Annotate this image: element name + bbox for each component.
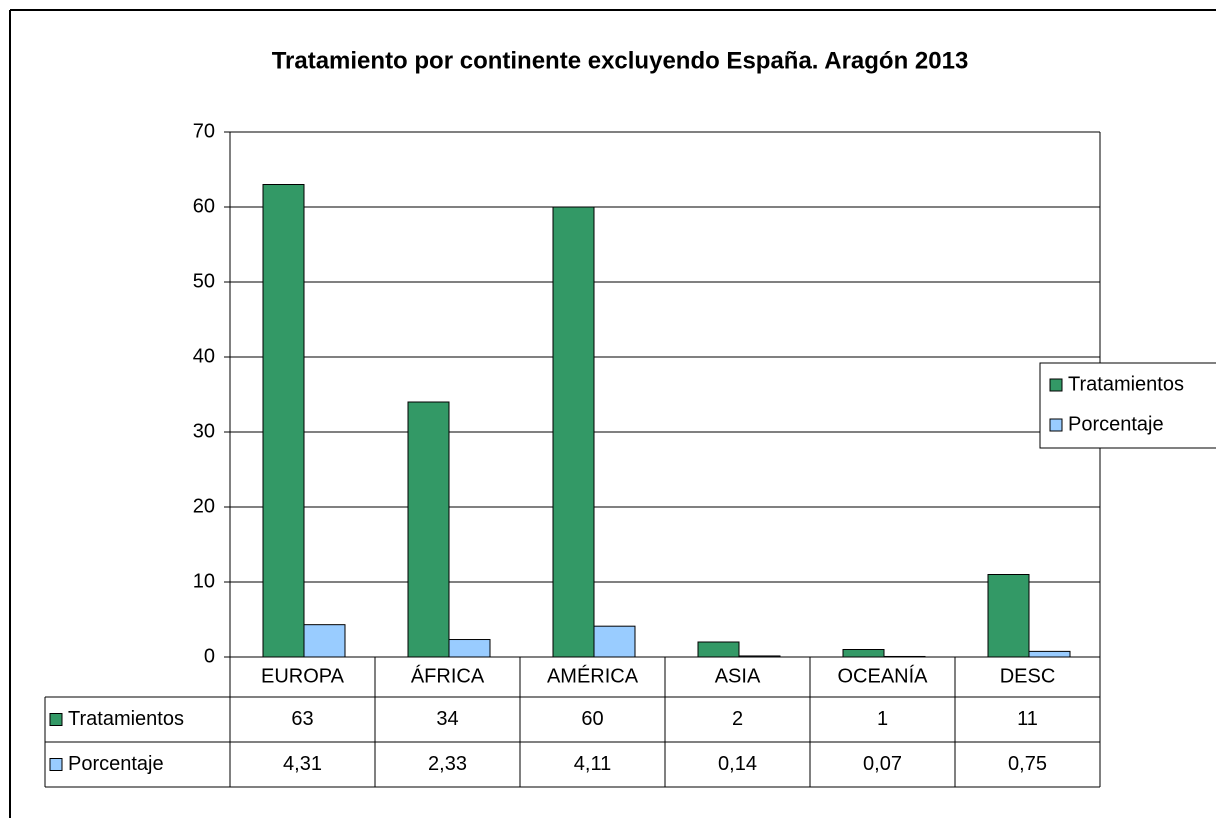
table-cell: 0,14 [718, 753, 757, 775]
bar [883, 655, 926, 658]
legend-box [1039, 362, 1216, 449]
bar [697, 641, 740, 658]
y-tick-label: 20 [193, 495, 215, 517]
table-legend-marker [49, 713, 63, 726]
y-tick-label: 30 [193, 420, 215, 442]
chart-title: Tratamiento por continente excluyendo Es… [272, 47, 969, 74]
legend-label: Porcentaje [1068, 413, 1164, 435]
y-tick-label: 70 [193, 120, 215, 142]
x-tick-label: DESC [1000, 665, 1056, 687]
table-cell: 2,33 [428, 753, 467, 775]
bar [448, 639, 491, 658]
bar [1028, 650, 1071, 658]
table-cell: 4,11 [574, 753, 611, 775]
table-row-label: Tratamientos [68, 708, 184, 730]
bar [262, 184, 305, 658]
x-tick-label: EUROPA [261, 665, 345, 687]
table-cell: 0,75 [1008, 753, 1047, 775]
bar [738, 655, 781, 658]
y-tick-label: 0 [204, 645, 215, 667]
table-cell: 1 [877, 708, 888, 730]
table-cell: 4,31 [283, 753, 322, 775]
bar [987, 574, 1030, 658]
y-tick-label: 60 [193, 195, 215, 217]
table-row-label: Porcentaje [68, 753, 164, 775]
y-tick-label: 40 [193, 345, 215, 367]
bar [593, 625, 636, 658]
table-legend-marker [49, 758, 63, 771]
bar [407, 401, 450, 658]
table-cell: 60 [581, 708, 603, 730]
table-cell: 63 [291, 708, 313, 730]
table-cell: 2 [732, 708, 743, 730]
bar [552, 206, 595, 658]
legend-marker [1049, 378, 1063, 392]
legend-label: Tratamientos [1068, 373, 1184, 395]
x-tick-label: ÁFRICA [411, 664, 485, 687]
y-tick-label: 10 [193, 570, 215, 592]
table-cell: 11 [1017, 708, 1038, 730]
x-tick-label: AMÉRICA [547, 664, 639, 687]
table-cell: 0,07 [863, 753, 902, 775]
x-tick-label: OCEANÍA [837, 664, 928, 687]
table-cell: 34 [436, 708, 458, 730]
bar [303, 624, 346, 658]
y-tick-label: 50 [193, 270, 215, 292]
legend-marker [1049, 418, 1063, 432]
x-tick-label: ASIA [715, 665, 761, 687]
bar [842, 649, 885, 658]
